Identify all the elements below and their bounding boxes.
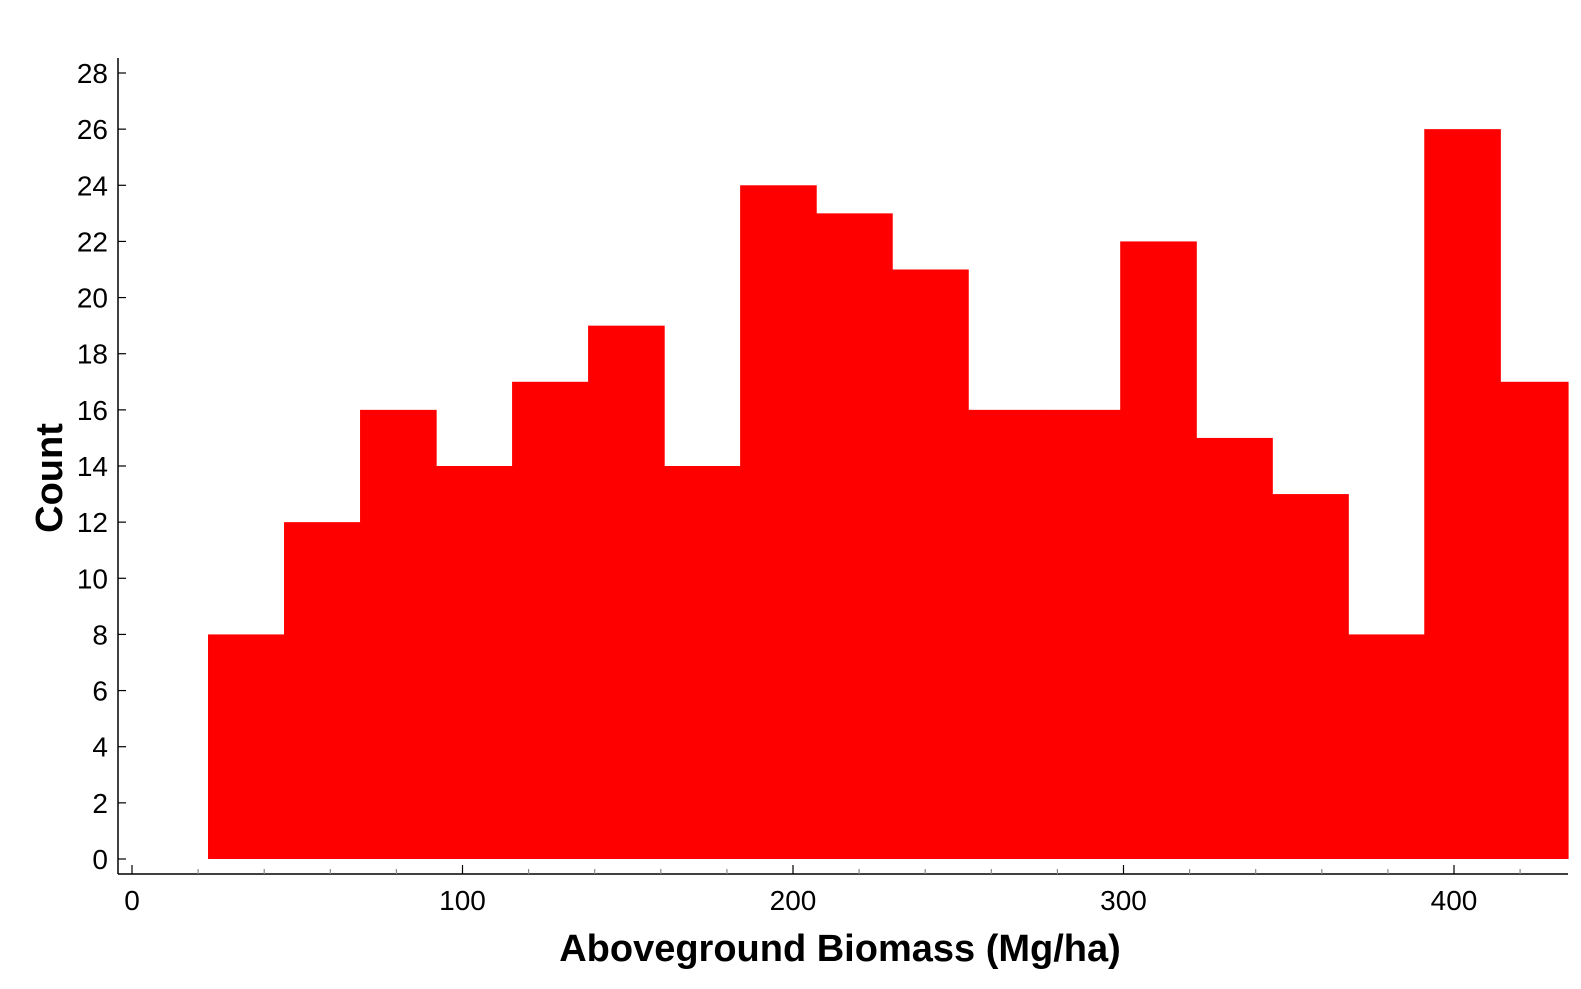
histogram-bar <box>1120 241 1197 859</box>
x-tick-label: 200 <box>770 885 817 916</box>
x-tick-label: 400 <box>1431 885 1478 916</box>
y-tick-label: 26 <box>77 114 108 145</box>
x-axis-ticks: 0 100 200 300 400 <box>124 865 1521 916</box>
y-tick-label: 2 <box>92 788 108 819</box>
y-tick-label: 10 <box>77 563 108 594</box>
histogram-bar <box>816 213 893 859</box>
y-tick-label: 16 <box>77 395 108 426</box>
histogram-bar <box>1272 494 1349 859</box>
y-tick-label: 12 <box>77 507 108 538</box>
x-tick-label: 300 <box>1100 885 1147 916</box>
histogram-bar <box>1500 381 1569 859</box>
histogram-bar <box>208 634 285 859</box>
histogram-bar <box>892 269 969 859</box>
histogram-bar <box>588 325 665 860</box>
y-tick-label: 0 <box>92 844 108 875</box>
y-axis-title: Count <box>29 423 71 533</box>
histogram-bar <box>1424 129 1501 860</box>
histogram-bars <box>208 129 1569 860</box>
y-tick-label: 22 <box>77 226 108 257</box>
y-tick-label: 8 <box>92 619 108 650</box>
histogram-bar <box>436 466 513 859</box>
histogram-bar <box>360 409 437 859</box>
y-tick-label: 24 <box>77 170 108 201</box>
histogram-bar <box>512 381 589 859</box>
histogram-bar <box>968 409 1045 859</box>
histogram-bar <box>1348 634 1425 859</box>
x-tick-label: 0 <box>124 885 140 916</box>
x-axis-title: Aboveground Biomass (Mg/ha) <box>559 928 1121 970</box>
histogram-bar <box>284 522 361 859</box>
y-tick-label: 20 <box>77 283 108 314</box>
y-tick-label: 4 <box>92 732 108 763</box>
histogram-bar <box>1044 409 1121 859</box>
histogram-bar <box>1196 437 1273 859</box>
y-tick-label: 18 <box>77 339 108 370</box>
histogram-bar <box>664 466 741 859</box>
y-tick-label: 28 <box>77 58 108 89</box>
y-tick-label: 6 <box>92 676 108 707</box>
histogram-bar <box>740 185 817 860</box>
y-tick-label: 14 <box>77 451 108 482</box>
x-tick-label: 100 <box>439 885 486 916</box>
